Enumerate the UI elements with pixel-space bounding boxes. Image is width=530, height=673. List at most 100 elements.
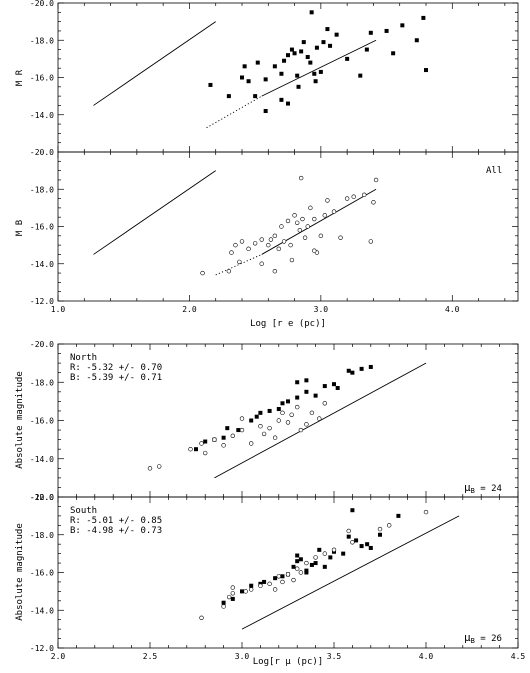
data-point-open	[295, 220, 300, 225]
data-point-open	[344, 196, 350, 201]
data-point-open	[221, 443, 226, 448]
data-point-open	[243, 589, 248, 594]
fit-line	[261, 39, 377, 97]
x-tick-label: 2.0	[51, 652, 66, 661]
data-point-filled	[313, 79, 318, 84]
data-point-filled	[322, 384, 327, 389]
data-point-filled	[334, 32, 339, 37]
data-point-open	[226, 269, 232, 274]
x-tick-label: 3.0	[314, 305, 329, 314]
data-point-filled	[267, 408, 272, 413]
data-point-open	[291, 577, 296, 583]
data-point-filled	[328, 43, 333, 48]
data-point-filled	[313, 561, 318, 566]
data-point-filled	[354, 538, 359, 543]
data-point-filled	[249, 583, 254, 588]
data-point-filled	[286, 53, 290, 58]
data-point-filled	[295, 559, 300, 564]
x-axis-title: Log [r e (pc)]	[250, 319, 326, 329]
panel-top-2: -20.0 -18.0 -16.0 -14.0 -12.01.0 2.0 3.0 4.0 M B…	[15, 148, 519, 329]
data-point-open	[226, 594, 232, 600]
data-point-open	[272, 233, 278, 239]
data-point-open	[322, 213, 327, 218]
data-point-filled	[299, 49, 304, 54]
data-point-filled	[282, 58, 287, 63]
data-point-filled	[221, 435, 226, 440]
data-point-open	[259, 261, 264, 266]
data-point-open	[249, 441, 254, 446]
data-point-filled	[280, 574, 285, 579]
y-tick-label: -16.0	[30, 417, 54, 426]
data-point-open	[233, 242, 238, 248]
data-point-open	[239, 239, 245, 244]
y-tick-label: -20.0	[30, 493, 54, 502]
annotation: B: -5.39 +/- 0.71	[70, 373, 162, 383]
y-tick-label: -18.0	[30, 185, 54, 194]
y-tick-label: -18.0	[30, 36, 54, 45]
x-tick-label: 3.5	[327, 652, 342, 661]
data-point-open	[147, 466, 153, 471]
data-point-filled	[225, 426, 230, 431]
data-point-filled	[350, 508, 355, 513]
data-point-open	[289, 412, 294, 417]
annotation: B: -4.98 +/- 0.73	[70, 526, 162, 536]
data-point-open	[199, 441, 204, 446]
data-point-filled	[346, 368, 351, 373]
mu-label: μB = 24	[464, 481, 502, 495]
data-point-filled	[318, 69, 323, 74]
data-point-open	[297, 228, 303, 233]
data-point-filled	[341, 551, 346, 556]
data-point-filled	[359, 366, 364, 371]
data-point-filled	[314, 45, 319, 50]
data-point-filled	[304, 378, 309, 383]
y-tick-label: -12.0	[30, 493, 54, 502]
data-point-filled	[304, 570, 309, 575]
data-point-open	[239, 427, 245, 433]
data-point-open	[338, 235, 343, 240]
data-point-open	[371, 200, 376, 205]
data-point-open	[279, 224, 284, 229]
data-point-open	[221, 604, 226, 609]
data-point-filled	[312, 71, 317, 76]
data-point-open	[272, 269, 278, 274]
panel-bottom-2: -20.0-18.0-16.0-14.0-12.02.0 2.5 3.0 3.5 4.0…	[15, 493, 525, 667]
x-tick-label: 4.5	[511, 652, 526, 661]
annotation: South	[70, 506, 97, 516]
data-point-filled	[221, 600, 226, 605]
data-point-filled	[304, 389, 309, 394]
data-point-open	[325, 198, 330, 203]
fit-line	[261, 188, 377, 255]
data-point-filled	[295, 380, 300, 385]
data-point-open	[368, 239, 373, 244]
data-point-filled	[279, 97, 284, 102]
data-point-open	[200, 270, 205, 276]
data-point-open	[312, 248, 317, 253]
data-point-filled	[292, 51, 297, 56]
y-tick-label: -20.0	[30, 0, 54, 8]
data-point-open	[252, 241, 258, 246]
data-point-filled	[272, 64, 277, 69]
data-point-filled	[258, 410, 263, 415]
data-point-filled	[313, 393, 318, 398]
data-point-open	[300, 216, 305, 222]
data-point-open	[276, 418, 281, 423]
y-axis-title: Absolute magnitude	[15, 523, 25, 621]
data-point-open	[295, 404, 300, 410]
data-point-filled	[332, 382, 336, 387]
y-tick-label: -14.0	[30, 606, 54, 615]
data-point-filled	[296, 84, 301, 89]
data-point-filled	[378, 532, 382, 537]
data-point-open	[249, 587, 254, 592]
data-point-open	[351, 194, 356, 199]
fit-line-extrapolated	[206, 95, 262, 129]
data-point-filled	[295, 553, 300, 558]
data-point-open	[258, 583, 263, 588]
data-point-filled	[400, 23, 405, 28]
data-point-open	[350, 540, 355, 545]
data-point-open	[304, 422, 309, 427]
data-point-filled	[305, 55, 310, 60]
data-point-filled	[286, 399, 290, 404]
data-point-filled	[208, 82, 213, 87]
data-point-filled	[301, 40, 306, 45]
data-point-filled	[368, 30, 373, 35]
